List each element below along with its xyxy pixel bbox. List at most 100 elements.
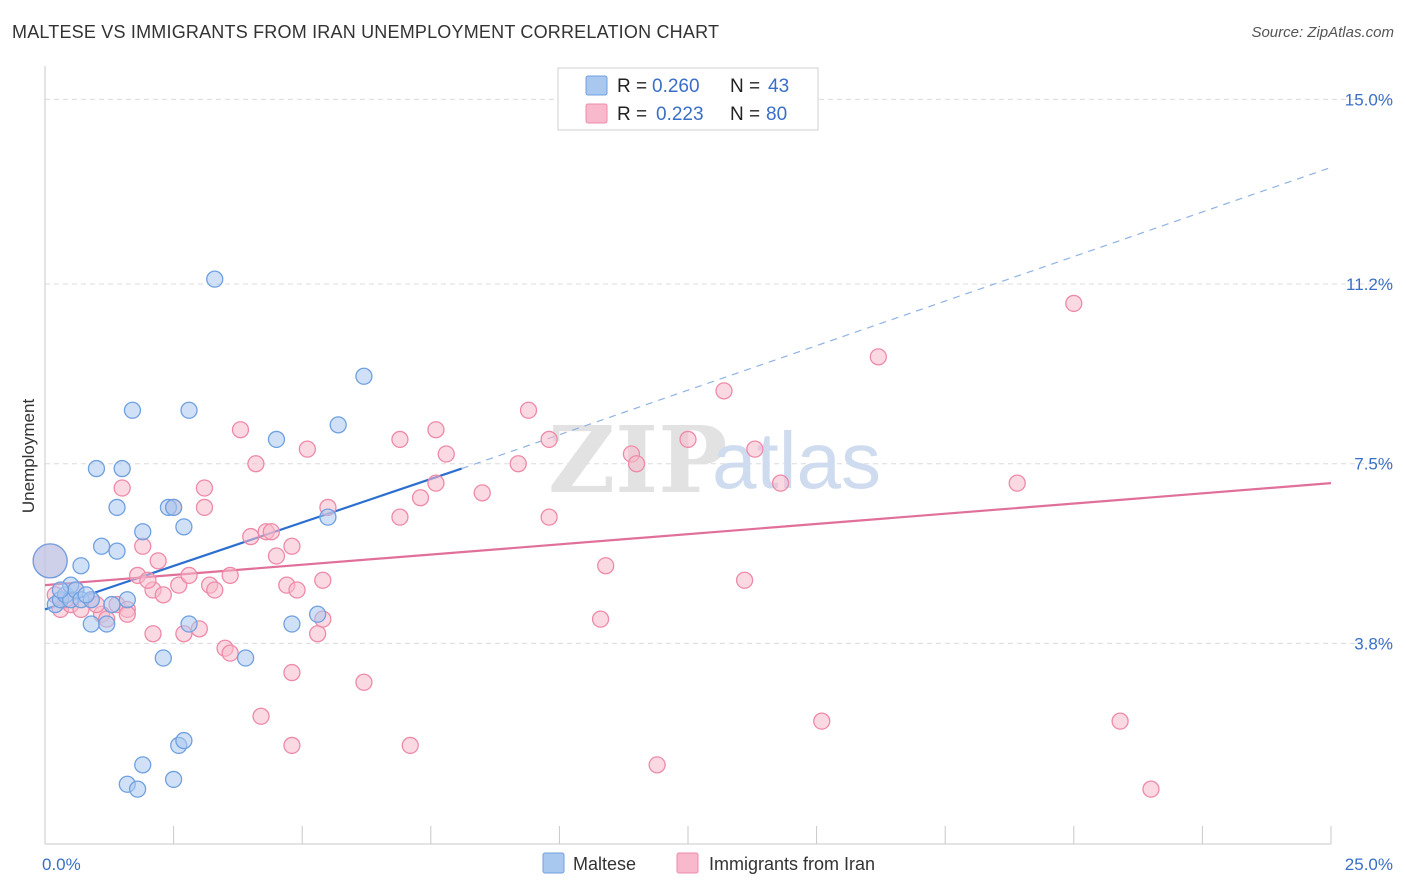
stats-legend: R = 0.260 N = 43 R = 0.223 N = 80 [557,67,819,131]
iran-point [391,508,409,526]
maltese-point [108,542,126,560]
x-tick-labels: 0.0% 25.0% [42,855,1393,874]
legend-swatch-iran [585,103,608,124]
iran-point [771,474,790,492]
maltese-point [103,595,121,614]
trend-lines [44,166,1332,611]
iran-point [473,484,491,502]
maltese-point [164,498,183,517]
iran-point [735,571,754,589]
iran-point [627,455,646,473]
trend-extension-maltese [461,166,1332,470]
iran-point [308,625,327,643]
maltese-point [308,605,327,623]
iran-point [1111,712,1129,730]
iran-point [267,547,286,565]
y-tick-labels: 3.8% 7.5% 11.2% 15.0% [1345,90,1393,653]
maltese-point [128,780,147,798]
legend-n-label: N = [730,104,760,125]
legend-n-value-iran: 80 [766,104,787,125]
iran-point [597,557,615,575]
iran-point [283,537,301,555]
legend-n-value-maltese: 43 [768,76,789,97]
iran-point [869,348,887,366]
trend-line-iran [44,482,1332,587]
source-label: Source: ZipAtlas.com [1251,24,1394,41]
x-tick-label: 25.0% [1345,855,1393,874]
iran-point [1008,474,1026,492]
iran-point [118,605,136,623]
maltese-point [87,459,106,478]
iran-point [221,566,239,585]
iran-point [298,440,316,458]
iran-point [113,479,131,497]
iran-point [648,756,666,774]
iran-point [401,736,419,755]
maltese-point [175,731,193,750]
maltese-point [32,543,68,579]
iran-point [139,571,157,589]
iran-point [540,508,558,526]
iran-point [1065,294,1083,313]
iran-point [519,401,538,419]
iran-point [252,707,270,725]
y-tick-label: 11.2% [1346,275,1393,294]
iran-point [231,421,250,439]
maltese-point [319,508,337,526]
iran-point [437,445,455,463]
iran-point [288,581,306,599]
iran-point [391,430,409,449]
iran-point [154,586,172,604]
iran-point [427,474,445,492]
x-tick-label: 0.0% [42,855,81,874]
maltese-point [82,615,100,633]
maltese-point [180,401,198,419]
maltese-point [134,523,152,541]
iran-point [195,479,214,497]
maltese-point [236,649,255,667]
maltese-point [154,649,172,667]
iran-point [206,581,224,599]
iran-point [221,644,239,662]
iran-point [813,712,831,730]
y-tick-label: 7.5% [1354,455,1393,474]
chart-title: MALTESE VS IMMIGRANTS FROM IRAN UNEMPLOY… [12,22,720,42]
maltese-point [118,591,136,609]
bottom-legend-swatch-iran [676,852,699,874]
iran-point [314,571,332,589]
y-tick-label: 15.0% [1345,90,1393,109]
legend-r-value-iran: 0.223 [656,104,704,125]
iran-point [355,673,373,691]
legend-r-value-maltese: 0.260 [652,76,700,97]
legend-n-label: N = [730,76,760,97]
iran-point [283,736,301,755]
bottom-legend-label-iran: Immigrants from Iran [709,854,875,874]
iran-point [591,610,610,628]
maltese-point [108,498,126,517]
iran-point [411,489,430,507]
maltese-point [206,270,224,288]
gridlines [45,98,1391,644]
maltese-point [92,537,111,555]
iran-point [144,625,162,643]
maltese-point [51,581,70,599]
maltese-point [283,615,301,633]
maltese-point [175,518,193,536]
maltese-point [98,615,116,633]
data-points [32,270,1160,798]
maltese-point [164,770,183,789]
maltese-point [134,756,152,774]
axes [44,66,1332,845]
iran-point [262,523,280,541]
iran-point [247,455,265,473]
maltese-point [180,615,198,633]
iran-point [715,382,733,400]
iran-point [1142,780,1160,798]
bottom-legend-swatch-maltese [542,852,565,874]
iran-point [242,527,260,546]
iran-point [679,430,697,449]
legend-r-label: R = [617,104,647,125]
iran-point [427,421,445,439]
bottom-legend-label-maltese: Maltese [573,854,636,874]
